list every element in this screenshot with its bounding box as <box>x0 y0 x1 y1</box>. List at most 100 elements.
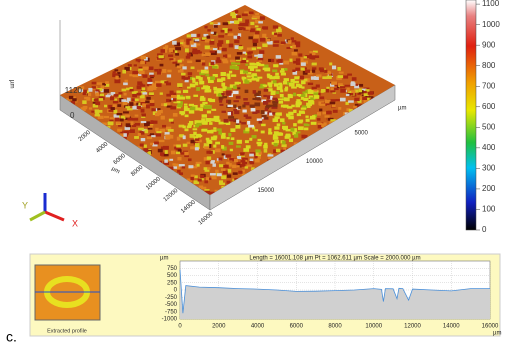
surface-speck <box>97 88 103 92</box>
surface-speck <box>211 160 215 163</box>
surface-speck <box>275 91 280 95</box>
surface-speck <box>249 62 255 66</box>
surface-speck <box>182 89 189 93</box>
surface-speck <box>203 105 207 110</box>
surface-speck <box>282 122 286 125</box>
surface-speck <box>289 83 295 87</box>
surface-speck <box>354 85 360 89</box>
surface-speck <box>186 53 191 56</box>
surface-speck <box>236 139 242 144</box>
surface-speck <box>227 33 234 36</box>
surface-speck <box>91 86 96 89</box>
surface-speck <box>148 66 154 71</box>
surface-speck <box>238 170 243 174</box>
surface-speck <box>224 29 228 34</box>
surface-speck <box>179 96 186 100</box>
surface-speck <box>222 146 227 151</box>
surface-speck <box>187 86 191 89</box>
surface-speck <box>233 20 240 25</box>
surface-speck <box>212 65 218 69</box>
surface-speck <box>172 40 177 45</box>
surface-speck <box>180 39 184 43</box>
surface-speck <box>244 89 249 94</box>
x-tick-label: 12000 <box>163 187 180 203</box>
surface-speck <box>141 128 147 133</box>
surface-speck <box>306 102 312 107</box>
surface-speck <box>205 160 210 165</box>
surface-speck <box>210 76 216 81</box>
surface-speck <box>346 87 350 92</box>
surface-speck <box>326 110 332 115</box>
surface-speck <box>177 156 182 161</box>
surface-speck <box>236 119 240 124</box>
surface-speck <box>204 45 210 50</box>
surface-speck <box>225 121 231 126</box>
surface-speck <box>229 59 236 63</box>
surface-speck <box>147 87 154 91</box>
surface-speck <box>337 83 343 88</box>
surface-speck <box>268 58 272 62</box>
surface-speck <box>192 128 198 131</box>
surface-speck <box>131 91 138 94</box>
surface-speck <box>337 67 341 71</box>
surface-speck <box>209 50 216 53</box>
surface-speck <box>249 158 254 163</box>
surface-speck <box>174 42 181 47</box>
surface-speck <box>251 17 257 20</box>
surface-speck <box>100 85 105 90</box>
surface-speck <box>301 86 305 89</box>
surface-speck <box>175 47 181 51</box>
surface-speck <box>132 93 137 98</box>
surface-speck <box>204 189 210 193</box>
surface-speck <box>254 156 258 159</box>
surface-speck <box>344 84 351 87</box>
surface-speck <box>184 79 189 83</box>
surface-speck <box>175 165 181 170</box>
surface-speck <box>303 93 308 98</box>
surface-speck <box>144 129 149 134</box>
surface-speck <box>187 60 193 64</box>
surface-speck <box>160 115 165 120</box>
surface-speck <box>166 105 173 108</box>
surface-speck <box>262 100 269 105</box>
surface-speck <box>264 67 271 72</box>
surface-speck <box>173 144 178 147</box>
surface-speck <box>247 51 252 55</box>
surface-speck <box>278 100 284 104</box>
surface-speck <box>263 64 269 68</box>
surface-speck <box>221 153 225 156</box>
surface-speck <box>206 35 210 39</box>
surface-speck <box>270 90 276 94</box>
surface-speck <box>184 114 189 118</box>
surface-speck <box>136 92 142 96</box>
profile-line <box>179 269 490 314</box>
surface-speck <box>183 105 188 110</box>
surface-speck <box>294 76 300 80</box>
surface-speck <box>187 179 192 182</box>
surface-speck <box>129 129 135 133</box>
surface-speck <box>200 60 205 64</box>
surface-speck <box>137 146 142 149</box>
surface-speck <box>330 119 336 124</box>
surface-speck <box>164 150 168 154</box>
surface-speck <box>245 26 251 30</box>
surface-speck <box>205 137 210 141</box>
surface-speck <box>287 106 293 109</box>
surface-speck <box>172 98 177 102</box>
surface-speck <box>220 135 226 139</box>
surface-speck <box>149 134 154 138</box>
surface-speck <box>222 121 228 125</box>
surface-speck <box>292 131 296 136</box>
surface-speck <box>168 118 174 122</box>
surface-speck <box>199 72 205 76</box>
surface-speck <box>280 118 285 123</box>
surface-speck <box>205 52 211 57</box>
surface-speck <box>290 78 295 83</box>
x-tick-label: 0 <box>178 324 182 330</box>
surface-speck <box>155 133 162 137</box>
surface-speck <box>350 82 356 86</box>
surface-speck <box>229 157 233 161</box>
surface-speck <box>291 86 297 89</box>
surface-speck <box>348 108 353 113</box>
surface-speck <box>139 70 145 75</box>
